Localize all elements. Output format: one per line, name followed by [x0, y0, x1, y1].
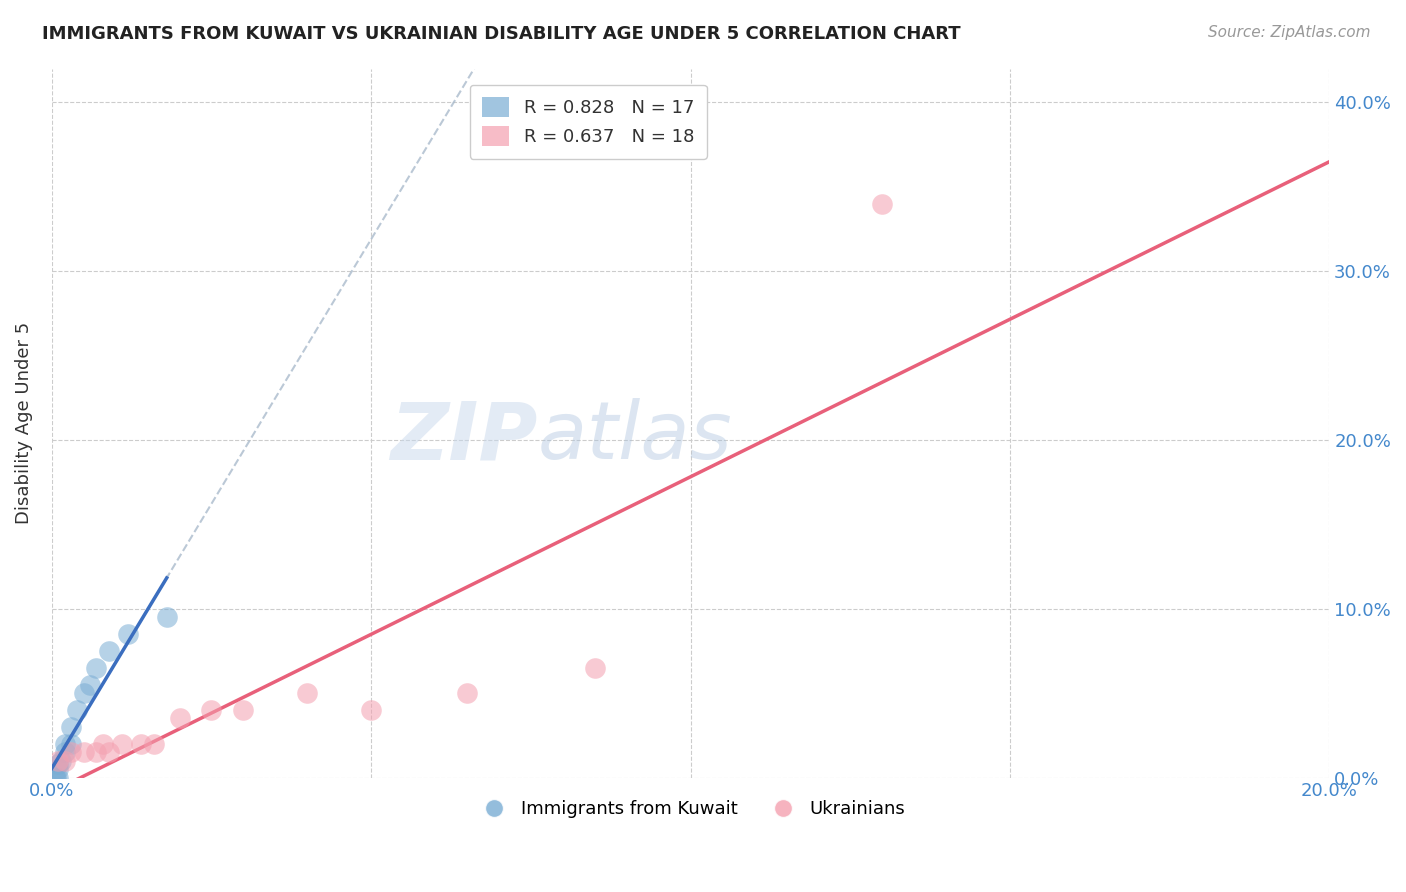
Point — [46, 771, 69, 785]
Point — [53, 745, 76, 759]
Point — [44, 771, 66, 785]
Point — [53, 737, 76, 751]
Point — [86, 745, 108, 759]
Point — [200, 703, 222, 717]
Point — [583, 661, 606, 675]
Point — [46, 754, 69, 768]
Point — [59, 720, 82, 734]
Y-axis label: Disability Age Under 5: Disability Age Under 5 — [15, 322, 32, 524]
Point — [232, 703, 254, 717]
Point — [117, 627, 139, 641]
Point — [111, 737, 134, 751]
Point — [142, 737, 165, 751]
Point — [129, 737, 152, 751]
Point — [98, 644, 121, 658]
Text: atlas: atlas — [537, 398, 733, 476]
Point — [156, 610, 179, 624]
Point — [870, 196, 893, 211]
Legend: Immigrants from Kuwait, Ukrainians: Immigrants from Kuwait, Ukrainians — [468, 793, 912, 825]
Point — [297, 686, 319, 700]
Point — [46, 757, 69, 772]
Point — [73, 745, 96, 759]
Point — [66, 703, 89, 717]
Point — [45, 771, 67, 785]
Point — [51, 754, 73, 768]
Point — [360, 703, 382, 717]
Text: ZIP: ZIP — [389, 398, 537, 476]
Point — [456, 686, 478, 700]
Point — [169, 711, 191, 725]
Point — [59, 745, 82, 759]
Point — [79, 678, 101, 692]
Text: Source: ZipAtlas.com: Source: ZipAtlas.com — [1208, 25, 1371, 40]
Point — [59, 737, 82, 751]
Text: IMMIGRANTS FROM KUWAIT VS UKRAINIAN DISABILITY AGE UNDER 5 CORRELATION CHART: IMMIGRANTS FROM KUWAIT VS UKRAINIAN DISA… — [42, 25, 960, 43]
Point — [46, 762, 69, 776]
Point — [53, 754, 76, 768]
Point — [98, 745, 121, 759]
Point — [86, 661, 108, 675]
Point — [73, 686, 96, 700]
Point — [91, 737, 114, 751]
